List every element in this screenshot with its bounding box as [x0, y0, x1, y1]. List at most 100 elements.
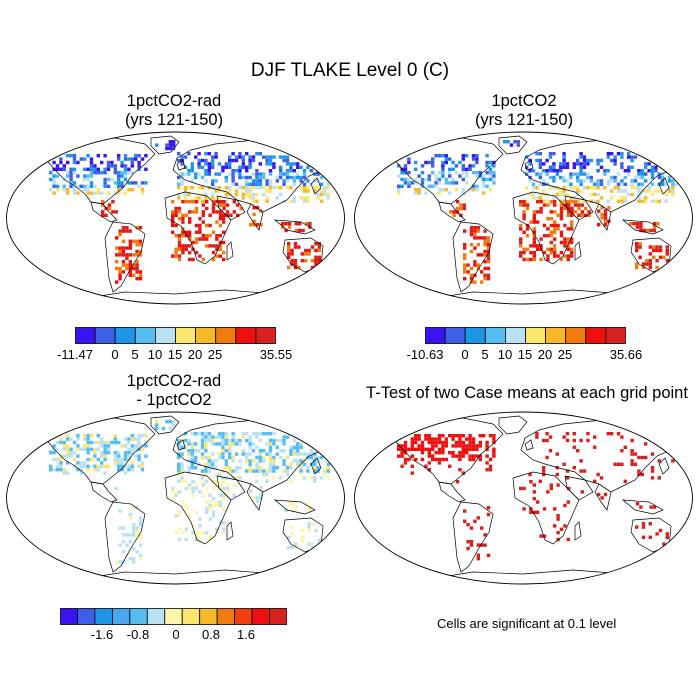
- grid-cell: [221, 169, 225, 173]
- grid-cell: [134, 454, 138, 458]
- grid-cell: [231, 175, 235, 180]
- grid-cell: [296, 462, 300, 466]
- grid-cell: [127, 181, 131, 185]
- grid-cell: [222, 531, 226, 535]
- grid-cell: [441, 171, 445, 175]
- grid-cell: [407, 177, 411, 182]
- grid-cell: [623, 199, 627, 203]
- grid-cell: [120, 174, 124, 178]
- grid-cell: [208, 517, 212, 521]
- grid-cell: [265, 162, 269, 166]
- grid-cell: [177, 462, 181, 466]
- grid-cell: [134, 157, 138, 161]
- grid-cell: [198, 517, 202, 521]
- grid-cell: [137, 444, 141, 448]
- grid-cell: [296, 445, 300, 449]
- grid-cell: [123, 471, 128, 475]
- grid-cell: [248, 155, 252, 159]
- grid-cell: [197, 196, 201, 200]
- grid-cell: [211, 438, 215, 443]
- grid-cell: [111, 200, 115, 204]
- grid-cell: [483, 249, 487, 254]
- grid-cell: [255, 192, 259, 197]
- grid-cell: [208, 234, 212, 238]
- grid-cell: [549, 223, 553, 228]
- grid-cell: [486, 512, 491, 517]
- grid-cell: [657, 189, 661, 193]
- grid-cell: [610, 175, 614, 180]
- grid-cell: [228, 162, 232, 166]
- colorbar-diff-label: 1.6: [236, 627, 256, 642]
- grid-cell: [400, 454, 404, 458]
- grid-cell: [475, 454, 479, 458]
- grid-cell: [208, 503, 212, 508]
- grid-cell: [268, 442, 273, 446]
- grid-cell: [184, 486, 188, 491]
- grid-cell: [224, 175, 228, 180]
- grid-cell: [177, 240, 182, 245]
- coastline: [564, 475, 594, 501]
- grid-cell: [640, 199, 644, 203]
- grid-cell: [549, 234, 553, 238]
- grid-cell: [579, 169, 583, 173]
- grid-cell: [326, 182, 330, 186]
- grid-cell: [559, 257, 564, 262]
- grid-cell: [258, 469, 262, 473]
- grid-cell: [600, 496, 604, 500]
- grid-cell: [188, 217, 192, 221]
- colorbar-ctrl-label: 0: [461, 347, 469, 362]
- grid-cell: [483, 266, 487, 271]
- grid-cell: [222, 507, 226, 511]
- grid-cell: [140, 468, 145, 472]
- grid-cell: [613, 179, 617, 183]
- grid-cell: [72, 188, 77, 192]
- grid-cell: [231, 158, 235, 163]
- grid-cell: [172, 423, 176, 427]
- grid-cell: [289, 165, 293, 169]
- grid-cell: [525, 203, 530, 207]
- grid-cell: [632, 222, 636, 226]
- grid-cell: [282, 462, 286, 466]
- grid-cell: [414, 160, 418, 165]
- grid-cell: [69, 181, 73, 185]
- grid-cell: [138, 533, 143, 537]
- grid-cell: [304, 252, 308, 256]
- grid-cell: [461, 440, 465, 445]
- colorbar-ctrl-label: -10.63: [406, 347, 444, 362]
- coastline: [438, 201, 466, 223]
- grid-cell: [576, 179, 580, 183]
- grid-cell: [177, 527, 182, 531]
- grid-cell: [100, 454, 104, 458]
- grid-cell: [319, 455, 324, 460]
- grid-cell: [565, 469, 570, 473]
- grid-cell: [171, 200, 175, 204]
- grid-cell: [293, 245, 298, 249]
- grid-cell: [282, 158, 286, 163]
- grid-cell: [174, 531, 178, 535]
- coastline: [574, 521, 582, 541]
- grid-cell: [289, 169, 293, 173]
- grid-cell: [424, 177, 428, 182]
- colorbar-rad-label: 20: [187, 347, 203, 362]
- grid-cell: [127, 440, 131, 445]
- grid-cell: [562, 462, 566, 466]
- grid-cell: [86, 177, 90, 182]
- grid-cell: [248, 189, 252, 193]
- grid-cell: [451, 177, 455, 182]
- grid-cell: [66, 447, 70, 451]
- grid-cell: [671, 189, 675, 193]
- grid-cell: [113, 461, 117, 465]
- grid-cell: [120, 464, 124, 468]
- grid-cell: [101, 200, 105, 204]
- grid-cell: [486, 506, 491, 510]
- grid-cell: [52, 160, 56, 165]
- cbar-diff-swatches: [59, 608, 288, 625]
- grid-cell: [299, 442, 303, 446]
- grid-cell: [137, 454, 141, 458]
- grid-cell: [59, 461, 63, 465]
- grid-cell: [566, 257, 570, 262]
- grid-cell: [319, 189, 324, 193]
- grid-cell: [215, 220, 219, 224]
- coastline: [90, 201, 118, 223]
- grid-cell: [562, 199, 566, 203]
